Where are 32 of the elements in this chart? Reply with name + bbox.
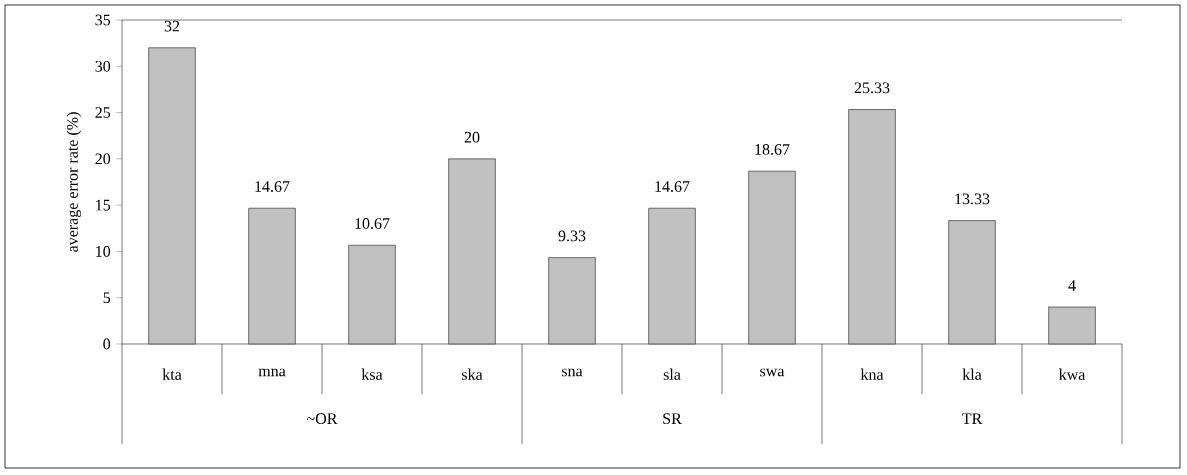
- text: ~OR: [307, 413, 338, 425]
- x-tick-label: swa: [760, 368, 785, 377]
- x-tick-label: sna: [561, 368, 583, 377]
- data-label: 13.33: [955, 193, 990, 205]
- data-label: 10.67: [355, 218, 390, 229]
- x-tick-label: kta: [162, 368, 182, 380]
- x-tick-label: kwa: [1059, 368, 1086, 380]
- x-tick-label: kla: [962, 368, 982, 380]
- y-tick-label: 30: [95, 60, 111, 72]
- text: SR: [663, 413, 682, 425]
- data-label: 4: [1068, 280, 1076, 291]
- y-tick-label: 20: [95, 153, 111, 165]
- data-label: 32: [164, 20, 180, 32]
- y-tick-label: 15: [96, 199, 111, 211]
- data-label: 14.67: [655, 181, 690, 192]
- x-tick-label: mna: [258, 368, 286, 377]
- y-tick-label: 5: [103, 292, 111, 304]
- text: TR: [962, 413, 983, 424]
- y-tick-label: 25: [95, 107, 111, 118]
- data-label: 20: [464, 131, 480, 143]
- y-tick-label: 10: [96, 246, 111, 257]
- x-tick-label: sla: [663, 368, 681, 380]
- y-tick-label: 0: [103, 338, 111, 350]
- x-tick-label: kna: [860, 368, 884, 380]
- x-tick-label: ska: [461, 368, 483, 380]
- data-label: 18.67: [755, 144, 790, 155]
- y-axis-title: average error rate (%): [66, 112, 82, 252]
- y-tick-label: 35: [95, 14, 111, 26]
- data-label: 14.67: [255, 181, 290, 192]
- x-tick-label: ksa: [361, 368, 383, 380]
- data-label: 9.33: [558, 230, 586, 242]
- data-label: 25.33: [854, 82, 890, 94]
